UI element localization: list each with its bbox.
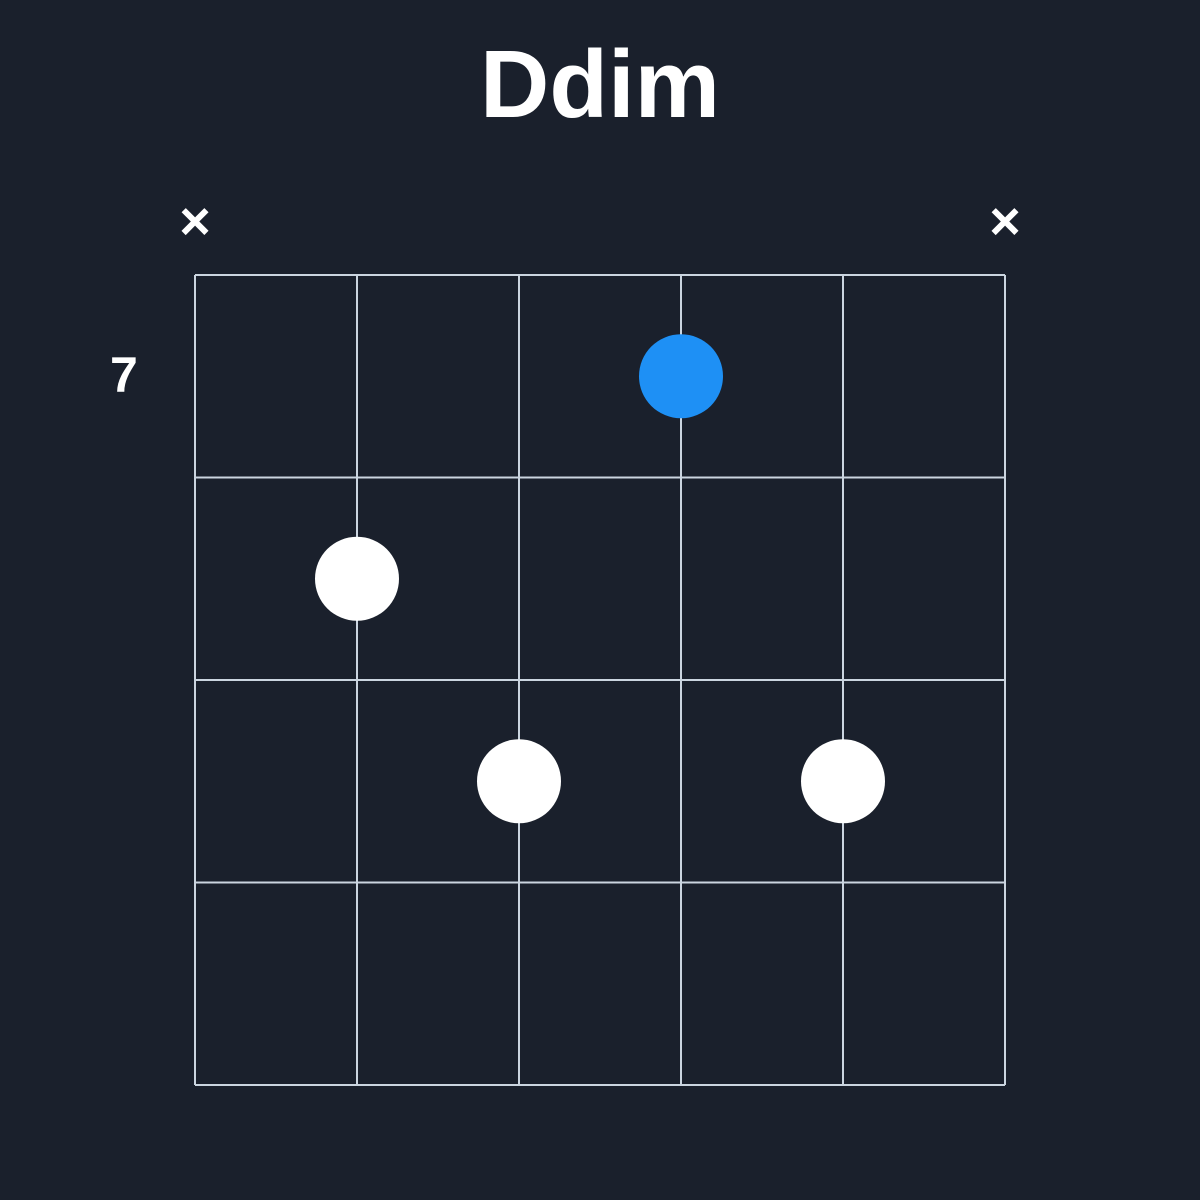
mute-marker: × bbox=[179, 191, 211, 251]
root-finger-dot bbox=[639, 334, 723, 418]
chord-diagram: ×× bbox=[0, 0, 1200, 1200]
finger-dot bbox=[801, 739, 885, 823]
mute-marker: × bbox=[989, 191, 1021, 251]
finger-dot bbox=[315, 537, 399, 621]
finger-dot bbox=[477, 739, 561, 823]
